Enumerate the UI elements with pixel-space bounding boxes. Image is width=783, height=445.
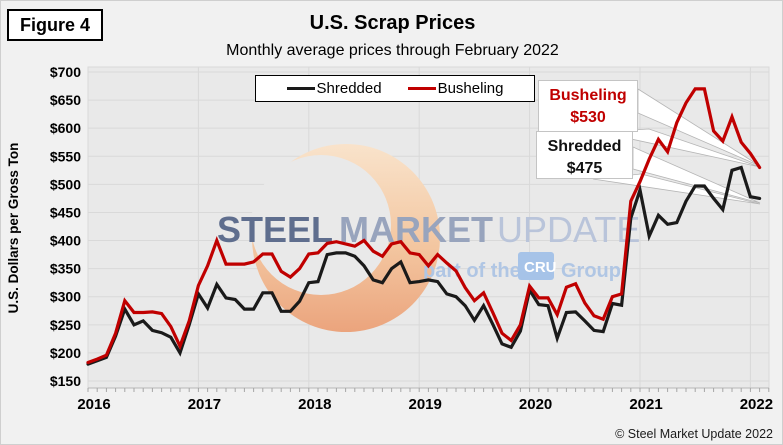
shredded-line-swatch — [286, 86, 315, 91]
busheling-leader-upper — [637, 88, 761, 167]
y-tick-label: $550 — [50, 148, 81, 164]
shredded-callout-name: Shredded — [547, 138, 622, 155]
shredded-callout: Shredded $475 — [536, 131, 633, 179]
x-year-label: 2016 — [77, 396, 110, 413]
busheling-line-swatch — [407, 86, 436, 91]
legend-label-busheling: Busheling — [437, 80, 504, 97]
y-tick-label: $650 — [50, 92, 81, 108]
watermark: STEEL MARKET UPDATE part of the CRU Grou… — [217, 144, 640, 332]
cru-logo-box — [518, 252, 554, 280]
copyright-notice: © Steel Market Update 2022 — [615, 427, 773, 441]
watermark-crescent-cutout — [251, 155, 391, 295]
data-series-lines — [86, 87, 762, 366]
watermark-group: Group — [561, 260, 621, 282]
x-year-label: 2022 — [740, 396, 773, 413]
legend-item-shredded: Shredded — [286, 80, 382, 97]
month-tick-marks — [87, 387, 770, 392]
x-year-label: 2018 — [298, 396, 331, 413]
x-year-label: 2019 — [409, 396, 442, 413]
shredded-callout-value: $475 — [566, 159, 603, 177]
chart-title: U.S. Scrap Prices — [309, 12, 476, 34]
busheling-callout-name: Busheling — [549, 87, 627, 104]
x-year-label: 2021 — [629, 396, 662, 413]
y-tick-label: $250 — [50, 317, 81, 333]
y-tick-label: $600 — [50, 120, 81, 136]
y-tick-label: $400 — [50, 233, 81, 249]
watermark-steel: STEEL — [217, 209, 333, 250]
x-axis-year-labels: 2016 2017 2018 2019 2020 2021 2022 — [77, 396, 773, 413]
chart-subtitle: Monthly average prices through February … — [226, 42, 559, 59]
watermark-update: UPDATE — [497, 209, 640, 250]
y-tick-label: $500 — [50, 176, 81, 192]
legend-label-shredded: Shredded — [316, 80, 382, 97]
y-tick-label: $300 — [50, 289, 81, 305]
watermark-part-of-the: part of the — [423, 260, 521, 282]
busheling-callout-value: $530 — [570, 108, 606, 126]
y-axis-tick-labels: $700 $650 $600 $550 $500 $450 $400 $350 $300 $250… — [50, 64, 81, 389]
y-tick-label: $200 — [50, 345, 81, 361]
figure-number-label: Figure 4 — [19, 14, 90, 35]
y-tick-label: $700 — [50, 64, 81, 80]
busheling-price-line — [86, 87, 762, 365]
watermark-cru: CRU — [524, 259, 557, 276]
y-tick-label: $150 — [50, 373, 81, 389]
busheling-callout: Busheling $530 — [538, 80, 638, 132]
x-year-label: 2017 — [188, 396, 221, 413]
legend: Shredded Busheling — [255, 75, 535, 102]
x-year-label: 2020 — [519, 396, 552, 413]
watermark-market: MARKET — [339, 209, 493, 250]
shredded-price-line — [86, 165, 762, 366]
y-tick-label: $450 — [50, 204, 81, 220]
figure-number-box: Figure 4 — [7, 9, 103, 41]
legend-item-busheling: Busheling — [407, 80, 504, 97]
y-axis-title: U.S. Dollars per Gross Ton — [6, 142, 21, 314]
y-tick-label: $350 — [50, 261, 81, 277]
